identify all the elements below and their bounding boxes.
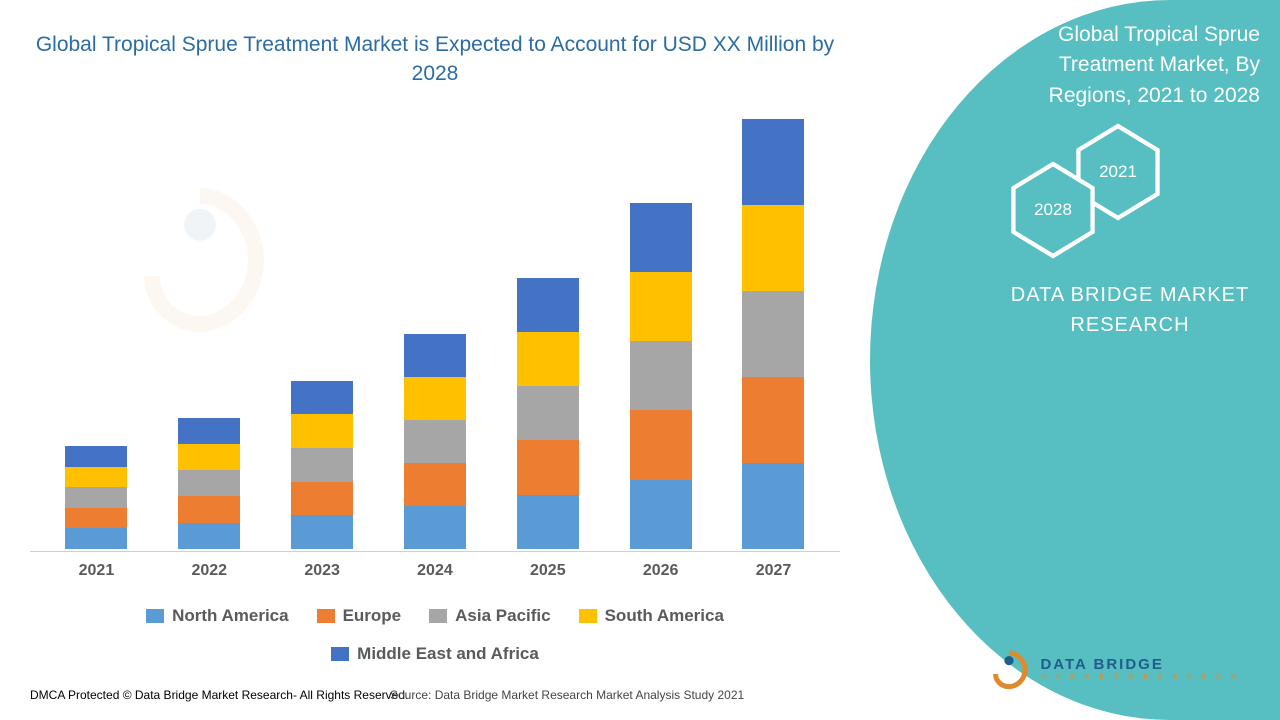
x-axis-label: 2022: [159, 562, 259, 580]
bar-segment: [291, 381, 353, 415]
x-axis-label: 2023: [272, 562, 372, 580]
x-axis-label: 2024: [385, 562, 485, 580]
chart-title: Global Tropical Sprue Treatment Market i…: [30, 30, 840, 89]
bar-segment: [517, 440, 579, 494]
chart-legend: North America Europe Asia Pacific South Ame…: [30, 606, 840, 664]
copyright-text: DMCA Protected © Data Bridge Market Rese…: [30, 688, 408, 702]
legend-swatch: [331, 647, 349, 661]
side-panel: Global Tropical Sprue Treatment Market, …: [870, 0, 1280, 720]
bar-group: [611, 203, 711, 549]
bar-segment: [404, 420, 466, 463]
legend-label: Middle East and Africa: [357, 644, 539, 664]
logo-brand-text: DATA BRIDGE: [1040, 657, 1240, 672]
logo-mark-icon: [988, 648, 1030, 690]
legend-label: Europe: [343, 606, 402, 626]
x-axis-label: 2025: [498, 562, 598, 580]
bar-segment: [742, 291, 804, 377]
bar-segment: [742, 377, 804, 463]
hex-front-label: 2028: [1034, 200, 1072, 220]
bar-segment: [404, 463, 466, 506]
bar-segment: [65, 487, 127, 508]
legend-item: South America: [579, 606, 724, 626]
brand-logo: DATA BRIDGE M A R K E T R E S E A R C H: [988, 648, 1240, 690]
stacked-bar-chart: [30, 119, 840, 549]
bar-segment: [65, 528, 127, 549]
hex-front: 2028: [1010, 160, 1096, 260]
bar-segment: [404, 334, 466, 377]
stacked-bar: [630, 203, 692, 549]
bar-segment: [630, 410, 692, 479]
bar-segment: [178, 523, 240, 549]
legend-label: South America: [605, 606, 724, 626]
side-panel-title: Global Tropical Sprue Treatment Market, …: [1000, 20, 1260, 111]
bar-segment: [404, 506, 466, 549]
stacked-bar: [517, 278, 579, 549]
stacked-bar: [404, 334, 466, 549]
stacked-bar: [178, 418, 240, 549]
bar-group: [46, 446, 146, 549]
legend-label: North America: [172, 606, 289, 626]
bar-segment: [517, 495, 579, 549]
legend-swatch: [579, 609, 597, 623]
bar-segment: [404, 377, 466, 420]
bar-segment: [630, 272, 692, 341]
year-hex-badges: 2021 2028: [980, 130, 1200, 260]
legend-item: North America: [146, 606, 289, 626]
stacked-bar: [742, 119, 804, 549]
hex-back-label: 2021: [1099, 162, 1137, 182]
bar-segment: [178, 470, 240, 496]
bar-group: [723, 119, 823, 549]
bar-group: [272, 381, 372, 549]
bar-segment: [517, 332, 579, 386]
bar-segment: [630, 341, 692, 410]
bar-group: [159, 418, 259, 549]
bar-segment: [291, 414, 353, 448]
brand-text: DATA BRIDGE MARKET RESEARCH: [1000, 280, 1260, 340]
bar-segment: [517, 278, 579, 332]
logo-tagline: M A R K E T R E S E A R C H: [1040, 674, 1240, 681]
stacked-bar: [65, 446, 127, 549]
chart-panel: Global Tropical Sprue Treatment Market i…: [0, 0, 870, 720]
legend-item: Europe: [317, 606, 402, 626]
bar-segment: [178, 444, 240, 470]
bar-segment: [630, 203, 692, 272]
x-axis-label: 2021: [46, 562, 146, 580]
legend-item: Asia Pacific: [429, 606, 550, 626]
x-axis-label: 2027: [723, 562, 823, 580]
bar-segment: [291, 515, 353, 549]
bar-segment: [742, 463, 804, 549]
legend-swatch: [317, 609, 335, 623]
bar-segment: [65, 446, 127, 467]
bar-segment: [742, 119, 804, 205]
x-axis-labels: 2021 2022 2023 2024 2025 2026 2027: [30, 552, 840, 580]
bar-segment: [630, 480, 692, 549]
bar-segment: [291, 448, 353, 482]
legend-label: Asia Pacific: [455, 606, 550, 626]
bar-segment: [65, 508, 127, 529]
bar-segment: [742, 205, 804, 291]
logo-text-block: DATA BRIDGE M A R K E T R E S E A R C H: [1040, 657, 1240, 681]
bar-group: [498, 278, 598, 549]
x-axis-label: 2026: [611, 562, 711, 580]
bar-segment: [178, 418, 240, 444]
bar-group: [385, 334, 485, 549]
bar-segment: [517, 386, 579, 440]
bar-segment: [178, 496, 240, 522]
legend-swatch: [429, 609, 447, 623]
legend-item: Middle East and Africa: [331, 644, 539, 664]
bar-segment: [291, 482, 353, 516]
source-text: Source: Data Bridge Market Research Mark…: [390, 688, 744, 702]
stacked-bar: [291, 381, 353, 549]
legend-swatch: [146, 609, 164, 623]
bar-segment: [65, 467, 127, 488]
